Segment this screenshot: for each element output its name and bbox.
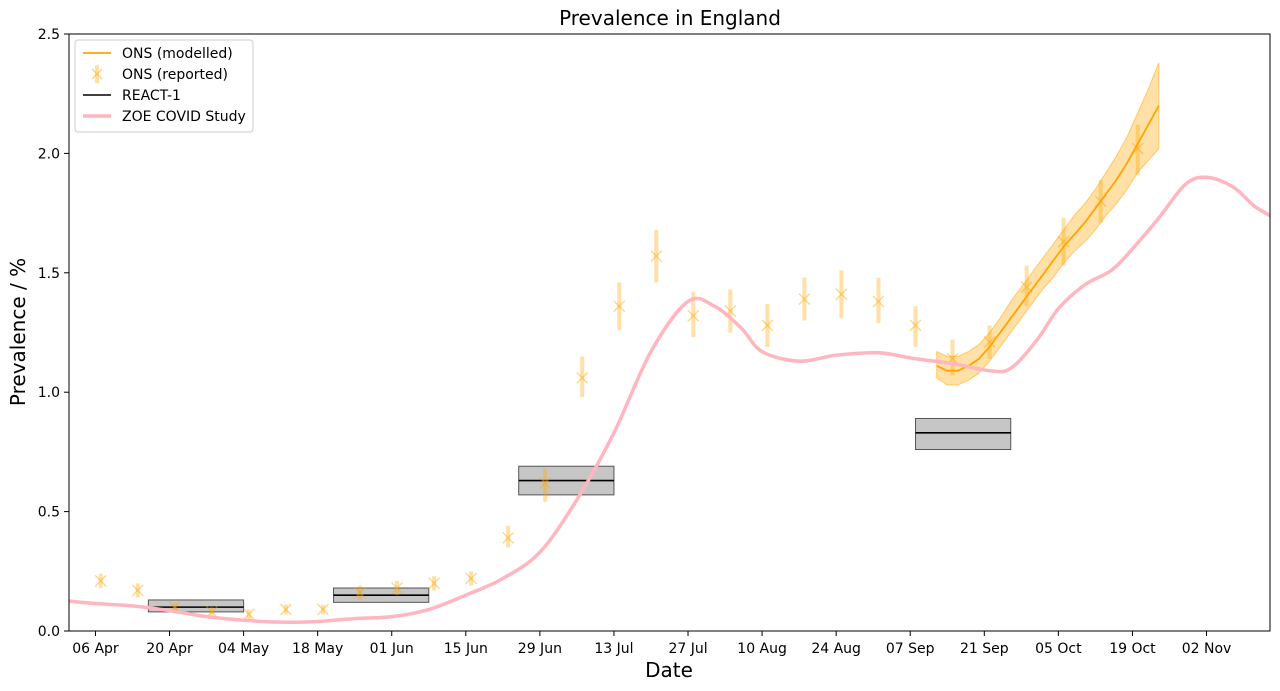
react1-interval-box <box>915 417 1012 451</box>
ons-reported-point <box>798 293 811 306</box>
legend-label: ZOE COVID Study <box>122 109 246 125</box>
ons-modelled-line <box>936 105 1160 372</box>
x-axis: 06 Apr 20 Apr 04 May 18 May 01 Jun 15 Jun 29 J… <box>72 631 1231 657</box>
ons-reported-point <box>391 582 404 595</box>
y-tick-label: 0.0 <box>38 624 60 640</box>
x-axis-label: Date <box>645 658 693 682</box>
x-tick-label: 24 Aug <box>811 641 861 657</box>
y-tick-label: 1.5 <box>38 266 60 282</box>
ons-reported-point <box>316 603 329 616</box>
y-tick-label: 2.0 <box>38 146 60 162</box>
legend-swatch-ons-reported <box>91 68 103 80</box>
ons-modelled-series <box>936 62 1160 386</box>
ons-reported-point <box>576 371 589 384</box>
ons-reported-point <box>131 584 144 597</box>
ons-reported-series <box>94 124 1144 621</box>
react1-interval-box <box>147 599 245 613</box>
x-tick-label: 07 Sep <box>886 641 935 657</box>
x-tick-label: 20 Apr <box>146 641 193 657</box>
y-tick-label: 1.0 <box>38 385 60 401</box>
zoe-series <box>69 175 1270 624</box>
ons-reported-point <box>613 300 626 313</box>
react1-series <box>147 417 1012 613</box>
ons-reported-point <box>502 531 515 544</box>
ons-reported-point <box>761 319 774 332</box>
x-tick-label: 29 Jun <box>518 641 562 657</box>
x-tick-label: 02 Nov <box>1182 641 1232 657</box>
ons-reported-point <box>909 319 922 332</box>
ons-reported-point <box>872 295 885 308</box>
x-tick-label: 06 Apr <box>72 641 119 657</box>
legend-box <box>74 39 254 133</box>
legend-label: ONS (reported) <box>122 67 228 83</box>
y-axis: 0.0 0.5 1.0 1.5 2.0 2.5 <box>38 27 69 640</box>
y-tick-label: 2.5 <box>38 27 60 43</box>
zoe-line <box>69 175 1270 624</box>
ons-reported-point <box>539 476 552 489</box>
x-tick-label: 15 Jun <box>444 641 488 657</box>
x-tick-label: 13 Jul <box>594 641 633 657</box>
plot-area <box>69 62 1270 624</box>
x-tick-label: 05 Oct <box>1035 641 1082 657</box>
y-axis-label: Prevalence / % <box>6 258 30 406</box>
y-tick-label: 0.5 <box>38 505 60 521</box>
legend-label: ONS (modelled) <box>122 46 233 62</box>
x-tick-label: 27 Jul <box>668 641 707 657</box>
x-tick-label: 19 Oct <box>1109 641 1156 657</box>
ons-modelled-band <box>936 62 1160 386</box>
ons-reported-point <box>465 572 478 585</box>
x-tick-label: 10 Aug <box>737 641 787 657</box>
ons-reported-point <box>94 574 107 587</box>
ons-reported-point <box>242 608 255 621</box>
ons-reported-point <box>650 250 663 263</box>
x-tick-label: 01 Jun <box>370 641 414 657</box>
ons-reported-point <box>353 586 366 599</box>
ons-reported-point <box>428 577 441 590</box>
ons-reported-point <box>835 288 848 301</box>
chart-title: Prevalence in England <box>559 6 781 30</box>
axes-frame <box>68 33 1271 632</box>
ons-reported-point <box>983 336 996 349</box>
legend-label: REACT-1 <box>122 88 181 104</box>
ons-reported-point <box>1057 235 1070 248</box>
legend: ONS (modelled) ONS (reported) REACT-1 ZOE C… <box>74 39 254 133</box>
x-tick-label: 18 May <box>292 641 343 657</box>
x-tick-label: 04 May <box>218 641 269 657</box>
ons-reported-point <box>687 309 700 322</box>
x-tick-label: 21 Sep <box>960 641 1009 657</box>
ons-reported-point <box>279 603 292 616</box>
